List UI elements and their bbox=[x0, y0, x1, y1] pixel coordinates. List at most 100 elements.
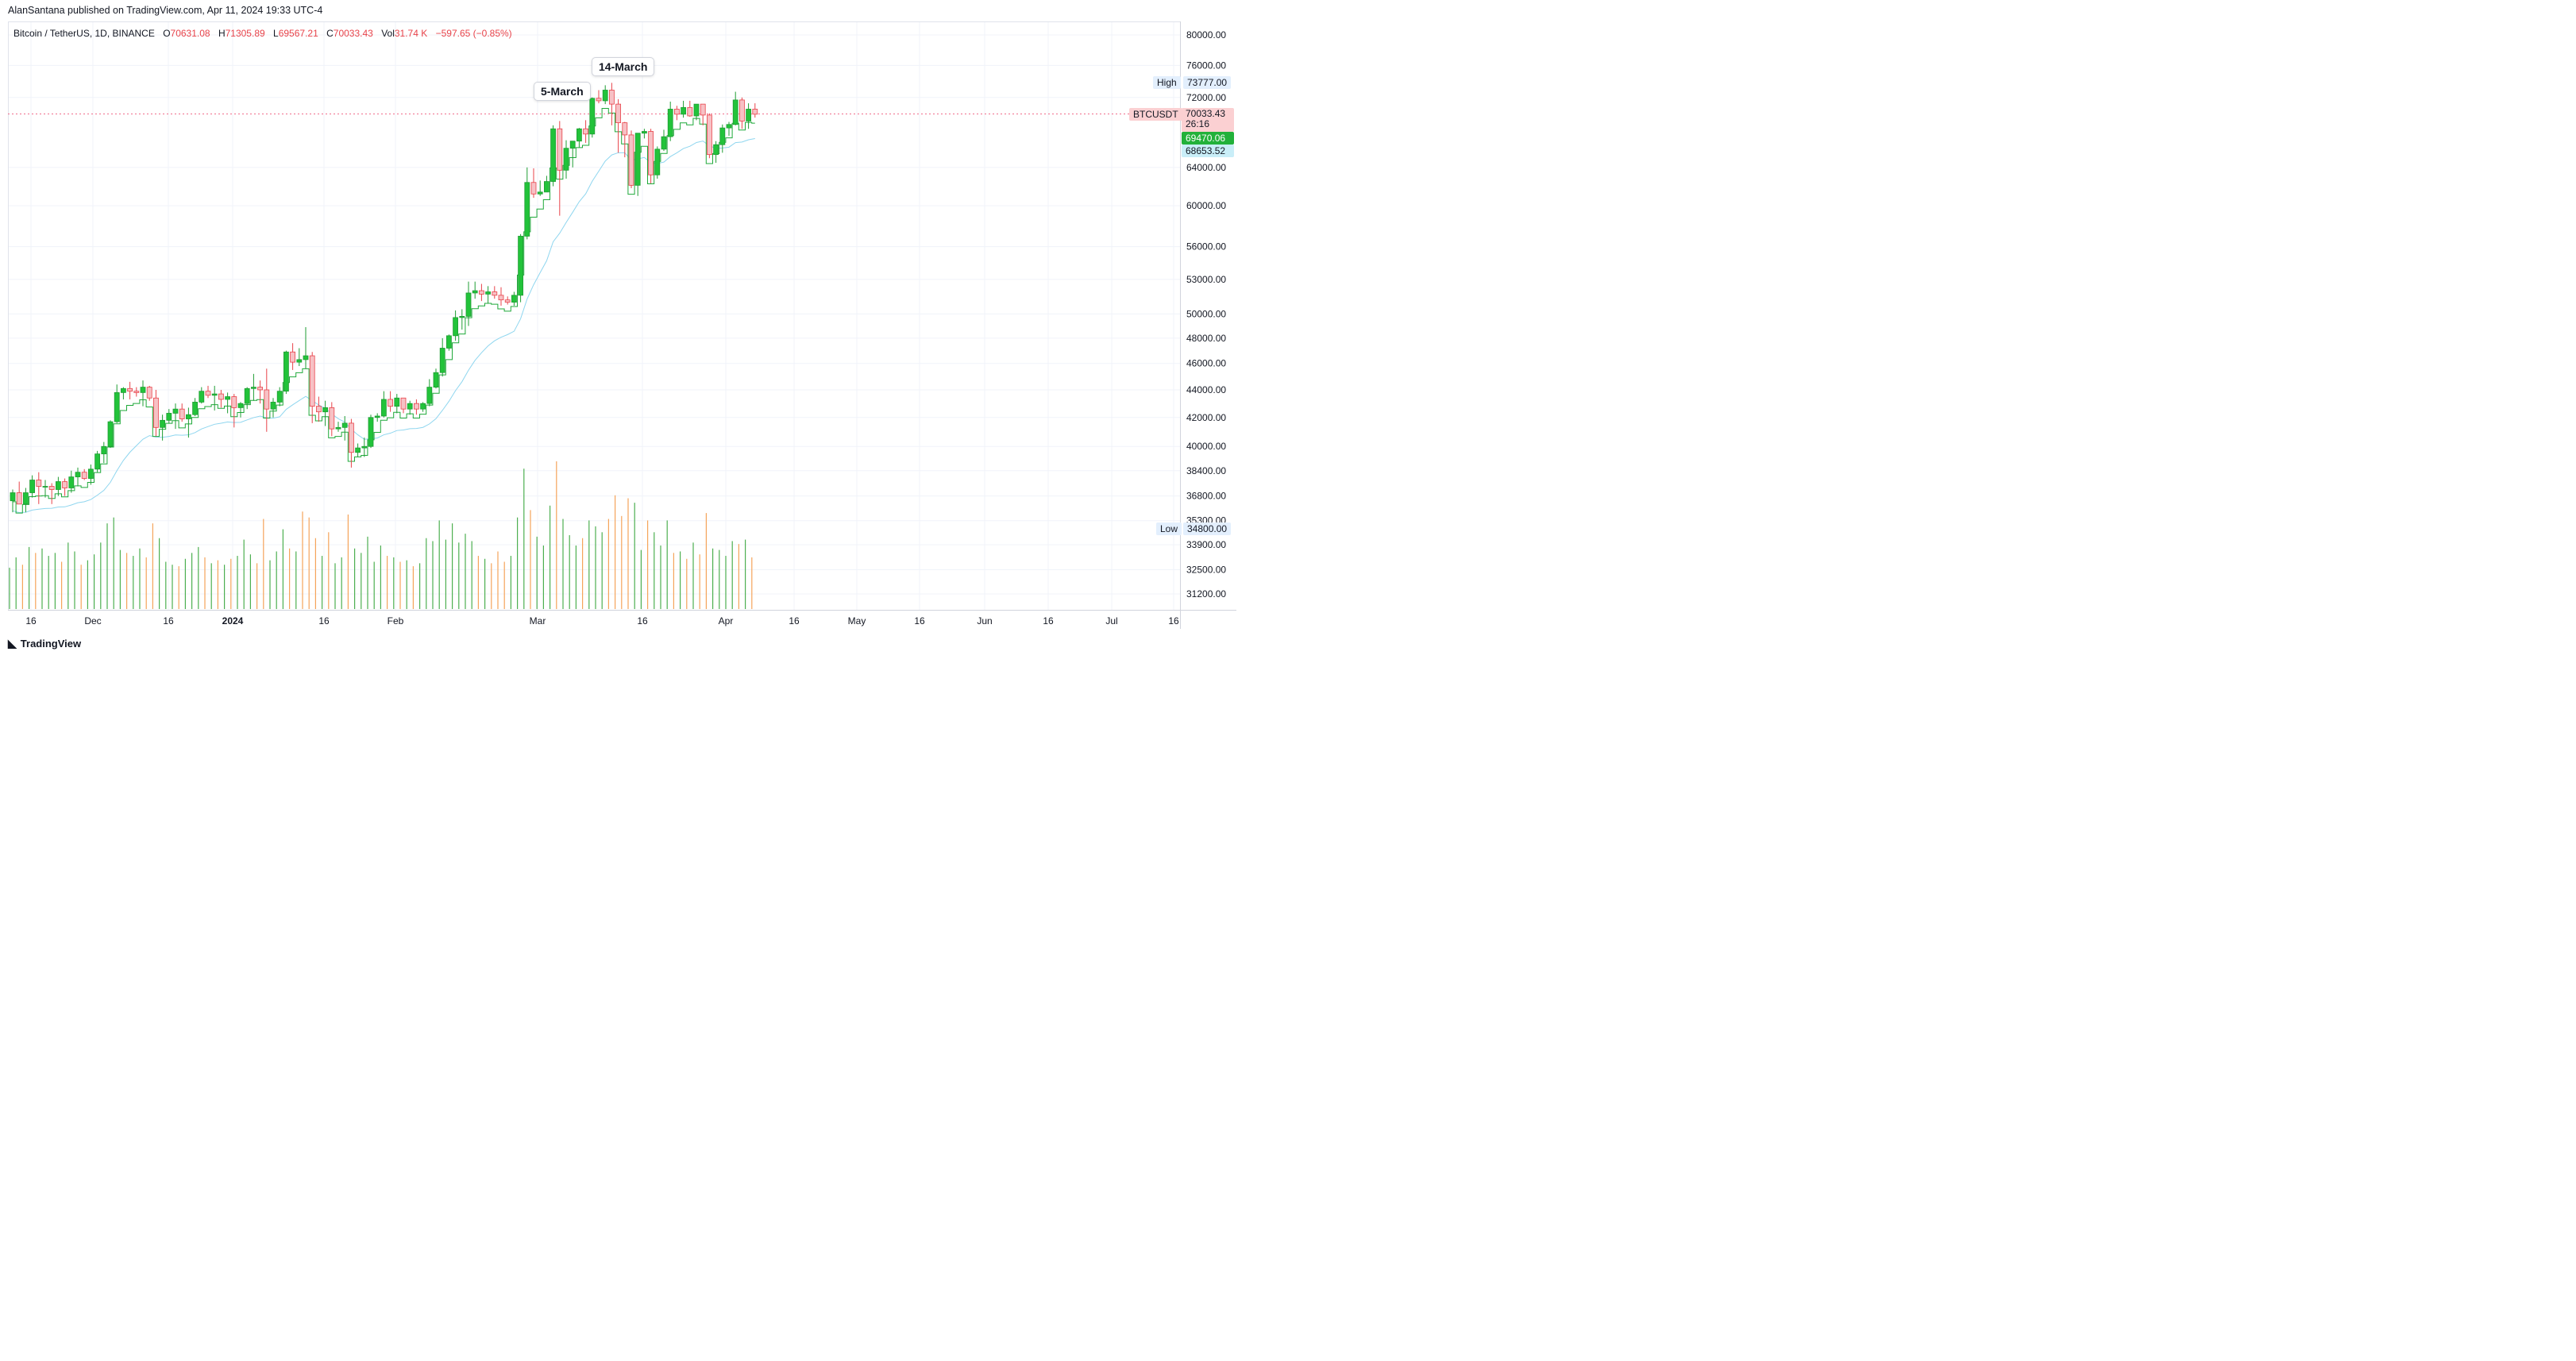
candle-body bbox=[127, 387, 133, 392]
candle bbox=[303, 327, 309, 369]
candle-body bbox=[407, 403, 413, 410]
candle bbox=[596, 90, 602, 104]
candle bbox=[10, 489, 16, 513]
candle-body bbox=[309, 355, 315, 407]
candle-body bbox=[120, 387, 126, 393]
candle-body bbox=[368, 417, 374, 447]
candle-body bbox=[16, 492, 22, 505]
candle-body bbox=[459, 315, 465, 318]
candle bbox=[433, 368, 439, 389]
candle bbox=[661, 129, 667, 152]
candle-body bbox=[290, 351, 296, 363]
candle bbox=[752, 103, 758, 118]
candle-body bbox=[394, 397, 400, 407]
y-tick-label: 50000.00 bbox=[1186, 308, 1226, 319]
candle bbox=[270, 398, 276, 418]
candle bbox=[42, 480, 48, 498]
candle bbox=[693, 103, 700, 121]
candle bbox=[700, 103, 706, 125]
candle-body bbox=[179, 408, 185, 419]
candle bbox=[492, 286, 498, 299]
candle-body bbox=[700, 103, 706, 116]
candle bbox=[563, 140, 569, 179]
candle-body bbox=[172, 408, 179, 414]
fast-ma-label: 69470.06 bbox=[1182, 132, 1234, 145]
y-tick-label: 40000.00 bbox=[1186, 441, 1226, 452]
x-tick-label: 16 bbox=[163, 615, 174, 627]
candle bbox=[674, 106, 680, 121]
y-tick-label: 48000.00 bbox=[1186, 333, 1226, 344]
candle bbox=[368, 414, 374, 449]
y-tick-label: 76000.00 bbox=[1186, 60, 1226, 71]
candle bbox=[283, 350, 289, 395]
candle-body bbox=[746, 109, 751, 121]
candle-body bbox=[276, 391, 283, 403]
candle-body bbox=[446, 335, 452, 349]
annotation-5-march[interactable]: 5-March bbox=[534, 82, 591, 101]
open-value: 70631.08 bbox=[170, 28, 210, 39]
candle bbox=[394, 394, 400, 414]
candle-body bbox=[315, 406, 322, 413]
volume-bars bbox=[9, 461, 753, 609]
candle bbox=[642, 129, 647, 139]
candle-body bbox=[732, 99, 738, 125]
candle bbox=[276, 387, 283, 407]
y-tick-label: 46000.00 bbox=[1186, 358, 1226, 369]
candle-body bbox=[628, 134, 634, 186]
y-tick-label: 44000.00 bbox=[1186, 384, 1226, 395]
price-axis[interactable]: 80000.00 76000.00 72000.00 64000.00 60000.00… bbox=[1186, 29, 1226, 600]
candle-body bbox=[634, 133, 641, 186]
candle bbox=[687, 100, 693, 118]
candle-body bbox=[166, 413, 172, 421]
candle-body bbox=[674, 109, 680, 115]
candle-body bbox=[36, 480, 42, 487]
annotation-14-march[interactable]: 14-March bbox=[592, 57, 655, 76]
candle bbox=[127, 381, 133, 399]
candle-body bbox=[648, 131, 654, 175]
candle bbox=[88, 465, 94, 485]
x-tick-label: Jun bbox=[977, 615, 992, 627]
candle bbox=[179, 403, 185, 422]
candle-body bbox=[81, 472, 87, 479]
x-tick-label: 16 bbox=[1043, 615, 1054, 627]
candle-body bbox=[707, 114, 712, 156]
candle bbox=[524, 167, 530, 240]
x-tick-label: 16 bbox=[789, 615, 800, 627]
candle bbox=[602, 85, 608, 105]
candle-body bbox=[589, 98, 596, 135]
x-tick-label: Dec bbox=[84, 615, 101, 627]
symbol-legend[interactable]: Bitcoin / TetherUS, 1D, BINANCE O70631.0… bbox=[13, 28, 512, 39]
high-label: H bbox=[218, 28, 226, 39]
y-tick-label: 36800.00 bbox=[1186, 491, 1226, 502]
candle-body bbox=[537, 191, 543, 195]
candle bbox=[446, 334, 452, 351]
y-tick-label: 32500.00 bbox=[1186, 564, 1226, 575]
candle bbox=[22, 488, 29, 513]
y-tick-label: 42000.00 bbox=[1186, 412, 1226, 423]
candle bbox=[453, 310, 458, 341]
candle-body bbox=[713, 144, 719, 156]
candle-body bbox=[498, 295, 504, 301]
candle-body bbox=[752, 109, 758, 115]
candles bbox=[10, 83, 758, 513]
candle bbox=[329, 402, 335, 437]
candle bbox=[400, 397, 407, 414]
symbol-name[interactable]: Bitcoin / TetherUS, 1D, BINANCE bbox=[13, 28, 155, 39]
candle-body bbox=[550, 128, 556, 182]
candle bbox=[322, 400, 329, 426]
x-tick-label: Jul bbox=[1105, 615, 1117, 627]
candle-body bbox=[225, 396, 231, 400]
time-axis[interactable]: 16 Dec 16 2024 16 Feb Mar 16 Apr 16 May 16 Jun 16 Jul 1… bbox=[25, 615, 1179, 627]
candle bbox=[472, 281, 478, 299]
fast-moving-average-line bbox=[13, 107, 755, 514]
candle-body bbox=[439, 348, 445, 373]
tradingview-logo[interactable]: ◣ TradingView bbox=[8, 637, 81, 650]
candle-body bbox=[388, 399, 394, 407]
candle-body bbox=[374, 415, 380, 418]
candle bbox=[211, 385, 218, 411]
candle-body bbox=[94, 453, 100, 470]
symbol-tag: BTCUSDT bbox=[1129, 108, 1182, 121]
price-chart[interactable]: 80000.00 76000.00 72000.00 64000.00 60000.00… bbox=[0, 0, 1245, 661]
candle bbox=[250, 373, 256, 401]
change-value: −597.65 (−0.85%) bbox=[435, 28, 512, 39]
